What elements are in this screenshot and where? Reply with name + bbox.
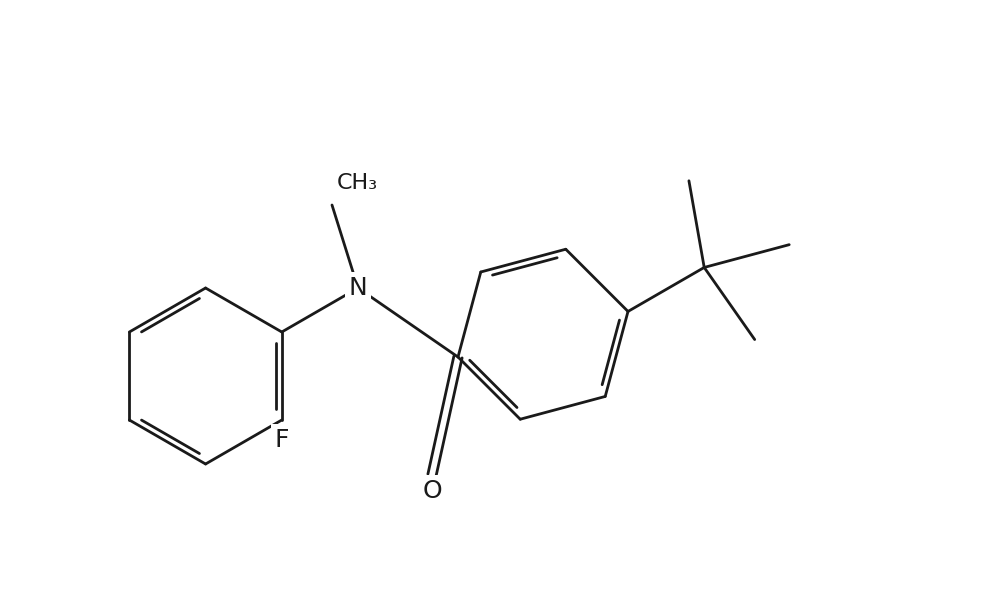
Text: F: F xyxy=(274,428,289,452)
Text: O: O xyxy=(422,479,441,503)
Text: CH₃: CH₃ xyxy=(337,173,378,193)
Text: N: N xyxy=(349,276,368,300)
